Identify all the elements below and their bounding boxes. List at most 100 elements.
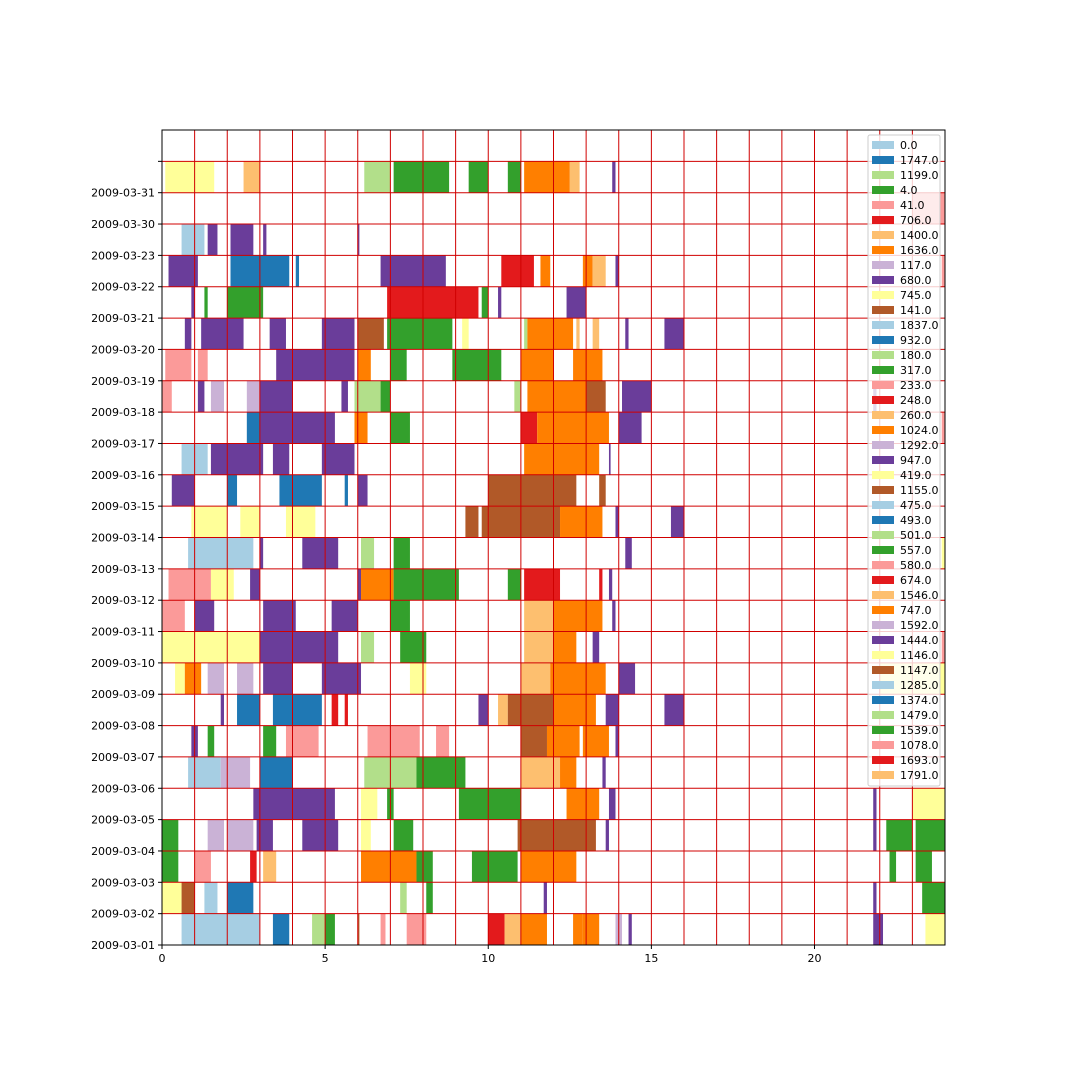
- timeline-bar: [394, 820, 414, 851]
- timeline-bar: [358, 475, 368, 506]
- legend-swatch: [872, 216, 894, 224]
- legend-label: 317.0: [900, 364, 932, 377]
- timeline-bar: [273, 914, 289, 945]
- legend-label: 706.0: [900, 214, 932, 227]
- timeline-bar: [521, 914, 547, 945]
- timeline-bar: [890, 851, 897, 882]
- timeline-bar: [436, 726, 449, 757]
- timeline-bar: [260, 757, 293, 788]
- y-tick-label: 2009-03-22: [91, 281, 155, 294]
- timeline-bar: [488, 475, 576, 506]
- legend-swatch: [872, 351, 894, 359]
- timeline-bar: [521, 726, 547, 757]
- timeline-bar: [606, 694, 619, 725]
- timeline-bar: [524, 318, 527, 349]
- timeline-bar: [322, 663, 361, 694]
- legend-swatch: [872, 141, 894, 149]
- timeline-bar: [332, 694, 339, 725]
- timeline-bar: [586, 381, 606, 412]
- timeline-bar: [247, 412, 260, 443]
- timeline-bar: [364, 161, 390, 192]
- timeline-bar: [873, 914, 883, 945]
- legend-swatch: [872, 366, 894, 374]
- timeline-bar: [593, 255, 606, 286]
- timeline-bar: [227, 820, 253, 851]
- timeline-bar: [390, 349, 406, 380]
- timeline-bar: [198, 349, 208, 380]
- timeline-bar: [312, 914, 325, 945]
- timeline-bar: [873, 788, 876, 819]
- timeline-bar: [162, 632, 260, 663]
- legend-swatch: [872, 261, 894, 269]
- timeline-bar: [162, 851, 178, 882]
- x-tick-label: 0: [159, 952, 166, 965]
- timeline-bar: [465, 506, 478, 537]
- legend-label: 557.0: [900, 544, 932, 557]
- legend-swatch: [872, 156, 894, 164]
- timeline-bar: [345, 694, 348, 725]
- legend-label: 1791.0: [900, 769, 939, 782]
- timeline-bar: [576, 318, 579, 349]
- y-tick-label: 2009-03-11: [91, 626, 155, 639]
- timeline-bar: [208, 820, 224, 851]
- timeline-bar: [325, 914, 335, 945]
- timeline-bar: [521, 851, 576, 882]
- timeline-bar: [664, 318, 684, 349]
- timeline-bar: [508, 569, 521, 600]
- timeline-bar: [524, 632, 553, 663]
- timeline-bar: [498, 694, 508, 725]
- timeline-bar: [302, 538, 338, 569]
- y-tick-label: 2009-03-04: [91, 845, 155, 858]
- timeline-bar: [263, 726, 276, 757]
- timeline-bar: [625, 538, 632, 569]
- timeline-bar: [260, 412, 335, 443]
- timeline-bar: [211, 569, 234, 600]
- timeline-bar: [537, 412, 609, 443]
- timeline-bar: [554, 694, 596, 725]
- legend-swatch: [872, 276, 894, 284]
- legend-swatch: [872, 246, 894, 254]
- legend-swatch: [872, 666, 894, 674]
- timeline-bar: [354, 412, 367, 443]
- timeline-bar: [162, 600, 185, 631]
- timeline-bar: [257, 820, 273, 851]
- timeline-bar: [286, 726, 319, 757]
- legend-label: 580.0: [900, 559, 932, 572]
- timeline-bar: [332, 600, 358, 631]
- timeline-bar: [547, 726, 580, 757]
- legend-swatch: [872, 681, 894, 689]
- timeline-bar: [237, 694, 260, 725]
- timeline-bar: [514, 381, 521, 412]
- timeline-bar: [394, 569, 459, 600]
- timeline-bar: [886, 820, 912, 851]
- legend-label: 1479.0: [900, 709, 939, 722]
- y-tick-label: 2009-03-21: [91, 312, 155, 325]
- timeline-bar: [916, 851, 932, 882]
- timeline-bar: [244, 161, 260, 192]
- timeline-bar: [182, 914, 260, 945]
- timeline-bar: [602, 757, 605, 788]
- timeline-bar: [169, 569, 211, 600]
- y-tick-label: 2009-03-23: [91, 249, 155, 262]
- legend-label: 1024.0: [900, 424, 939, 437]
- y-tick-label: 2009-03-10: [91, 657, 155, 670]
- legend-swatch: [872, 636, 894, 644]
- timeline-bar: [165, 349, 191, 380]
- legend-swatch: [872, 726, 894, 734]
- timeline-bar: [361, 851, 416, 882]
- y-tick-label: 2009-03-20: [91, 343, 155, 356]
- legend-label: 1078.0: [900, 739, 939, 752]
- legend-label: 1199.0: [900, 169, 939, 182]
- timeline-bar: [240, 506, 260, 537]
- legend-label: 141.0: [900, 304, 932, 317]
- y-tick-label: 2009-03-03: [91, 876, 155, 889]
- timeline-bar: [508, 161, 521, 192]
- timeline-bar: [482, 287, 489, 318]
- timeline-bar: [472, 851, 518, 882]
- timeline-bar: [452, 349, 501, 380]
- timeline-bar: [550, 663, 605, 694]
- timeline-bar: [540, 255, 550, 286]
- legend-swatch: [872, 711, 894, 719]
- timeline-bar: [922, 882, 945, 913]
